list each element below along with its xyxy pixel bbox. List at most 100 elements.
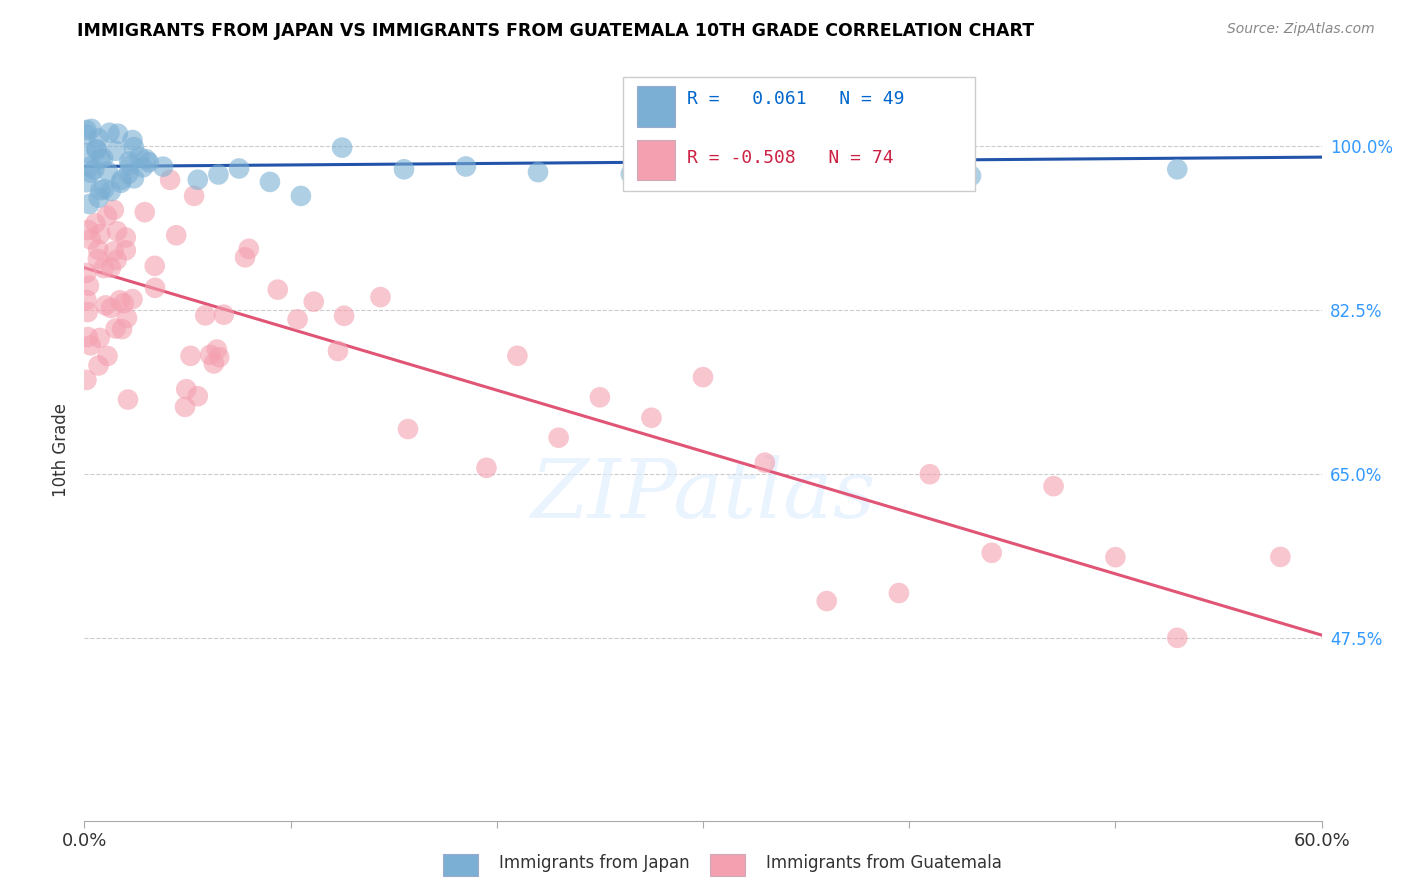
Point [80, 166, 103, 180]
Point [87, 131, 110, 145]
Point [392, 162, 415, 177]
Point [267, 283, 290, 297]
Point [1166, 162, 1188, 177]
Text: IMMIGRANTS FROM JAPAN VS IMMIGRANTS FROM GUATEMALA 10TH GRADE CORRELATION CHART: IMMIGRANTS FROM JAPAN VS IMMIGRANTS FROM… [77, 22, 1035, 40]
Text: Immigrants from Guatemala: Immigrants from Guatemala [766, 855, 1002, 872]
Point [111, 322, 134, 336]
Point [547, 431, 569, 445]
Point [87, 252, 110, 266]
Point [87, 243, 110, 257]
Point [132, 161, 155, 175]
Point [202, 356, 225, 370]
Point [93, 182, 115, 196]
Point [110, 176, 132, 190]
Point [1270, 549, 1292, 564]
Point [259, 175, 281, 189]
Point [159, 173, 181, 187]
Point [91, 151, 114, 165]
Point [233, 250, 256, 264]
Point [208, 350, 231, 364]
Point [112, 296, 135, 310]
Point [84, 216, 107, 230]
Point [90, 152, 112, 166]
Point [100, 184, 122, 198]
Point [77, 330, 100, 344]
Point [1042, 479, 1064, 493]
Point [1104, 550, 1126, 565]
Point [846, 171, 869, 186]
Point [135, 153, 157, 167]
FancyBboxPatch shape [637, 87, 675, 127]
Point [75, 293, 97, 307]
Point [174, 382, 197, 396]
Point [114, 244, 136, 258]
Point [83, 162, 105, 177]
Point [702, 169, 724, 183]
Point [100, 260, 122, 275]
Point [121, 292, 143, 306]
Point [122, 171, 145, 186]
Point [212, 308, 235, 322]
Text: ZIPatlas: ZIPatlas [530, 455, 876, 535]
Point [75, 175, 97, 189]
Point [640, 410, 662, 425]
Point [89, 331, 111, 345]
Point [94, 298, 117, 312]
Point [692, 370, 714, 384]
Point [207, 168, 229, 182]
Point [238, 242, 260, 256]
Point [87, 359, 110, 373]
Point [97, 165, 120, 179]
Point [75, 373, 97, 387]
Point [302, 294, 325, 309]
Point [128, 150, 150, 164]
Point [290, 189, 312, 203]
Point [454, 160, 477, 174]
Point [117, 392, 139, 407]
Point [198, 348, 221, 362]
Point [110, 173, 132, 187]
Point [143, 259, 166, 273]
Point [75, 128, 97, 142]
Point [134, 205, 156, 219]
Point [84, 142, 107, 156]
Point [75, 123, 97, 137]
Point [960, 169, 983, 183]
Point [80, 232, 103, 246]
Point [980, 546, 1002, 560]
Point [120, 158, 142, 172]
Point [77, 223, 100, 237]
Point [506, 349, 529, 363]
Point [180, 349, 202, 363]
Point [187, 389, 209, 403]
Point [143, 281, 166, 295]
Point [108, 293, 131, 308]
Point [75, 266, 97, 280]
Point [103, 202, 125, 217]
Point [96, 209, 118, 223]
Point [86, 143, 108, 157]
Point [80, 122, 103, 136]
Point [330, 140, 353, 154]
Point [475, 460, 498, 475]
Point [589, 390, 612, 404]
Point [326, 343, 349, 358]
Point [138, 155, 160, 169]
Point [96, 349, 118, 363]
Point [98, 126, 121, 140]
Point [79, 197, 101, 211]
Point [79, 338, 101, 352]
Point [287, 312, 309, 326]
Point [79, 160, 101, 174]
Text: R =   0.061   N = 49: R = 0.061 N = 49 [688, 90, 904, 108]
FancyBboxPatch shape [637, 139, 675, 180]
Point [620, 167, 643, 181]
Point [183, 189, 205, 203]
Point [104, 144, 127, 158]
Point [333, 309, 356, 323]
Point [370, 290, 392, 304]
Point [117, 167, 139, 181]
Point [76, 305, 98, 319]
Point [115, 310, 138, 325]
Point [93, 261, 115, 276]
